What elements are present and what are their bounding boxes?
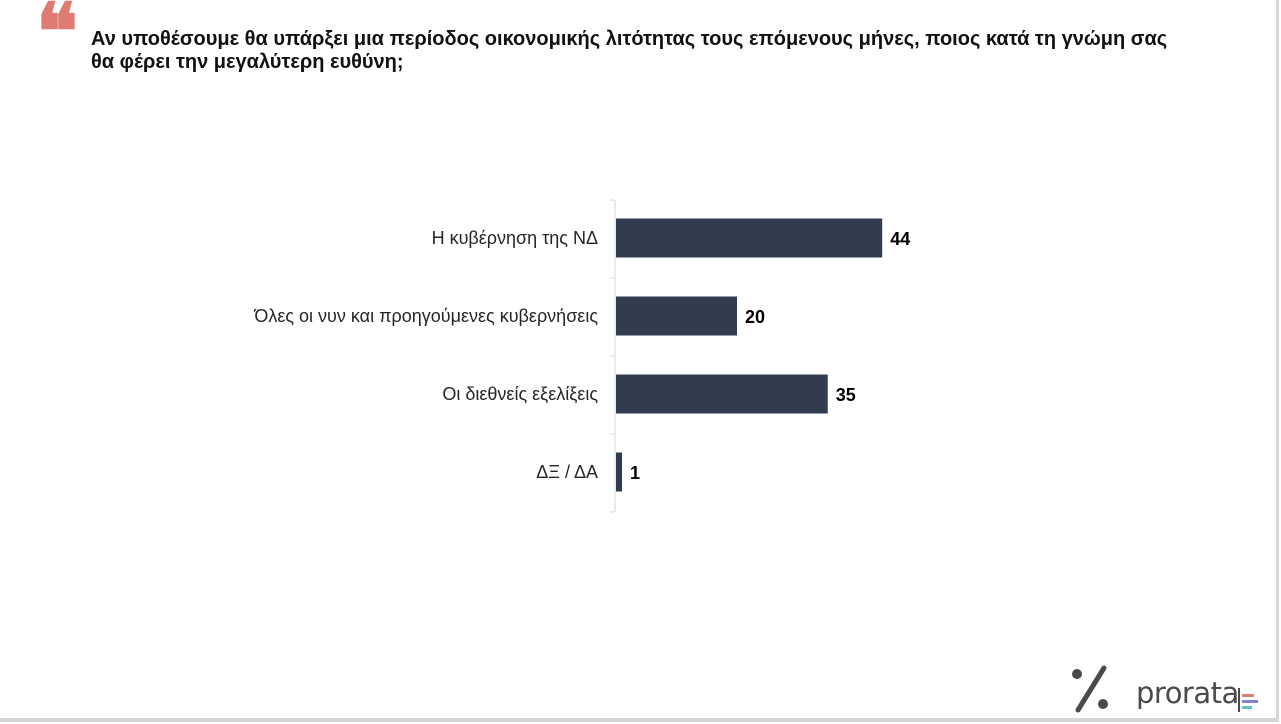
value-label: 1 xyxy=(630,463,640,483)
value-label: 20 xyxy=(745,307,765,327)
bar xyxy=(616,218,883,258)
value-label: 35 xyxy=(836,385,856,405)
category-label: Όλες οι νυν και προηγούμενες κυβερνήσεις xyxy=(253,306,598,326)
bar xyxy=(616,296,737,336)
category-label: Οι διεθνείς εξελίξεις xyxy=(442,384,598,404)
quote-icon: ❝ xyxy=(36,0,78,78)
logo-bars-icon xyxy=(1238,688,1258,712)
question-title: Αν υποθέσουμε θα υπάρξει μια περίοδος οι… xyxy=(91,28,1168,73)
prorata-logo: prorata xyxy=(1136,676,1239,710)
bar xyxy=(616,374,828,414)
percent-logo-icon xyxy=(1072,665,1108,713)
bar xyxy=(616,452,623,492)
category-label: Η κυβέρνηση της ΝΔ xyxy=(432,228,598,248)
category-label: ΔΞ / ΔΑ xyxy=(536,462,598,482)
value-label: 44 xyxy=(890,229,910,249)
